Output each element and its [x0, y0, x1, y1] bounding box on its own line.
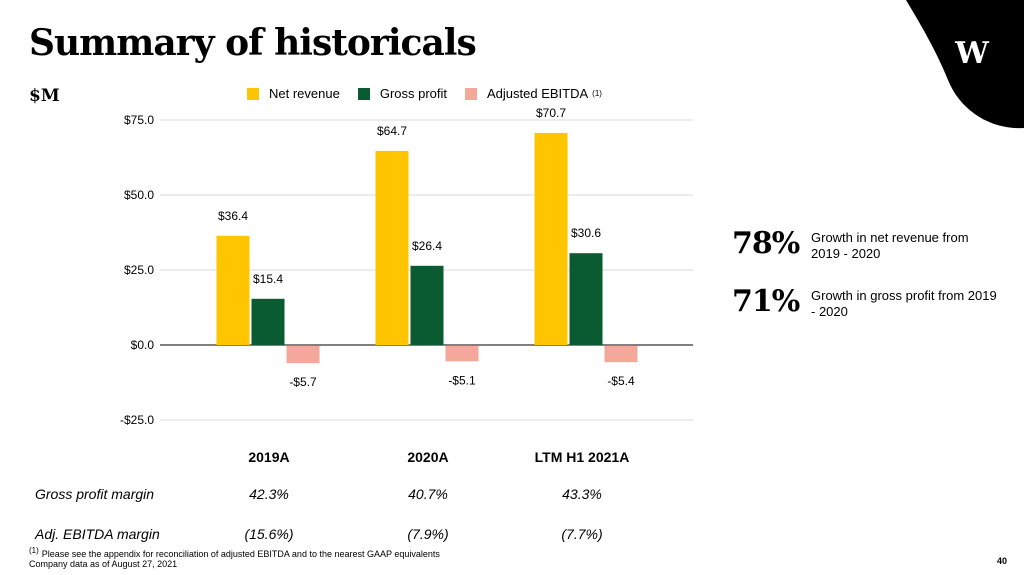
data-label-adjusted-ebitda-0: -$5.7: [289, 375, 317, 389]
y-tick-label-0: $75.0: [124, 113, 154, 127]
page-title: Summary of historicals: [29, 22, 477, 64]
category-label-2020: 2020A: [407, 449, 449, 465]
legend-item-net-revenue: Net revenue: [247, 86, 340, 101]
data-label-net-revenue-0: $36.4: [218, 209, 248, 223]
stat-net-revenue-growth-value: 78%: [732, 226, 800, 261]
legend-swatch-adjusted-ebitda: [465, 87, 478, 100]
category-label-2019: 2019A: [248, 449, 290, 465]
y-tick-label-2: $25.0: [124, 263, 154, 277]
category-label-ltm: LTM H1 2021A: [534, 449, 630, 465]
data-label-net-revenue-1: $64.7: [377, 124, 407, 138]
ebitda-margin-2020: (7.9%): [407, 526, 449, 542]
footnote-marker: (1): [29, 546, 39, 555]
data-label-adjusted-ebitda-2: -$5.4: [607, 374, 635, 388]
gross-profit-margin-ltm: 43.3%: [562, 486, 602, 502]
logo-letter: W: [954, 36, 990, 71]
legend-swatch-net-revenue: [247, 87, 259, 100]
legend-label-gross-profit: Gross profit: [379, 86, 448, 101]
bar-net-revenue-2: [534, 132, 568, 345]
unit-label: $M: [29, 86, 60, 106]
legend-footnote-marker: (1): [592, 89, 602, 98]
bar-adjusted-ebitda-1: [445, 346, 479, 362]
bar-net-revenue-1: [375, 150, 409, 345]
ebitda-margin-label: Adj. EBITDA margin: [35, 526, 160, 542]
y-tick-label-4: -$25.0: [120, 413, 154, 427]
gross-profit-margin-label: Gross profit margin: [35, 486, 155, 502]
bar-net-revenue-0: [216, 235, 250, 345]
legend-label-adjusted-ebitda: Adjusted EBITDA: [487, 86, 589, 101]
bar-gross-profit-0: [251, 298, 285, 345]
legend-label-net-revenue: Net revenue: [269, 86, 340, 101]
data-label-gross-profit-0: $15.4: [253, 272, 283, 286]
bar-gross-profit-2: [569, 253, 603, 345]
data-label-adjusted-ebitda-1: -$5.1: [448, 373, 476, 387]
stat-gross-profit-growth-text: Growth in gross profit from 2019 - 2020: [811, 288, 997, 319]
gross-profit-margin-2019: 42.3%: [249, 486, 289, 502]
bar-gross-profit-1: [410, 265, 444, 345]
y-tick-label-1: $50.0: [124, 188, 154, 202]
stat-net-revenue-growth-text: Growth in net revenue from 2019 - 2020: [811, 230, 969, 261]
legend-item-adjusted-ebitda: Adjusted EBITDA (1): [465, 86, 602, 101]
gross-profit-margin-2020: 40.7%: [408, 486, 448, 502]
page-number: 40: [996, 556, 1007, 566]
footnote-appendix: (1) Please see the appendix for reconcili…: [29, 546, 440, 559]
footnote-text: Please see the appendix for reconciliati…: [41, 549, 440, 559]
y-tick-label-3: $0.0: [131, 338, 155, 352]
chart-legend: Net revenue Gross profit Adjusted EBITDA…: [247, 86, 620, 101]
data-label-gross-profit-1: $26.4: [412, 239, 442, 253]
bar-adjusted-ebitda-0: [286, 346, 320, 364]
data-label-net-revenue-2: $70.7: [536, 106, 566, 120]
bar-adjusted-ebitda-2: [604, 346, 638, 363]
data-label-gross-profit-2: $30.6: [571, 226, 601, 240]
stat-gross-profit-growth-value: 71%: [732, 284, 800, 319]
legend-item-gross-profit: Gross profit: [357, 86, 448, 101]
logo-background-shape: [906, 0, 1024, 129]
ebitda-margin-ltm: (7.7%): [561, 526, 603, 542]
legend-swatch-gross-profit: [357, 87, 370, 100]
ebitda-margin-2019: (15.6%): [244, 526, 294, 542]
footnote-source: Company data as of August 27, 2021: [29, 559, 178, 569]
